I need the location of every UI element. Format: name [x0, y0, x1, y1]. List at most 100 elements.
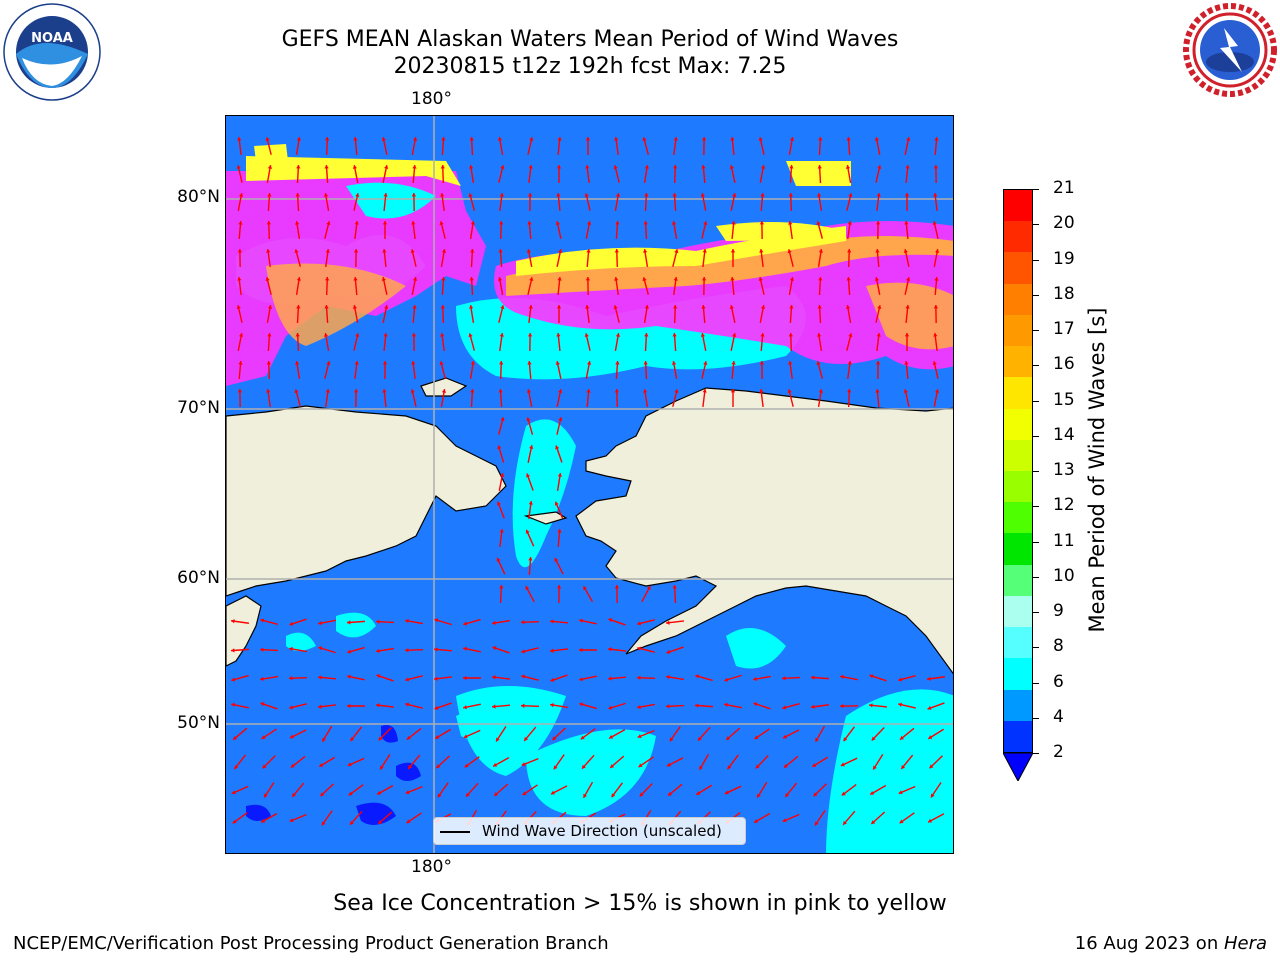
wind-wave-arrowhead	[724, 790, 729, 795]
wind-wave-arrowhead	[639, 792, 644, 797]
wind-wave-arrowhead	[500, 305, 505, 310]
wind-wave-arrowhead	[586, 221, 592, 225]
colorbar-tick-mark	[1033, 400, 1039, 402]
wind-wave-arrowhead	[614, 249, 619, 253]
wind-wave-arrowhead	[876, 333, 881, 337]
wind-wave-arrowhead	[845, 305, 851, 309]
wind-wave-arrowhead	[529, 137, 534, 142]
wind-wave-arrowhead	[847, 221, 852, 225]
wind-wave-arrowhead	[818, 249, 823, 253]
wind-wave-arrowhead	[468, 193, 473, 198]
wind-wave-arrowhead	[499, 333, 504, 337]
wind-wave-arrowhead	[841, 791, 846, 796]
wind-wave-arrowhead	[875, 389, 880, 393]
wind-wave-arrowhead	[528, 305, 533, 309]
wind-wave-direction-arrows	[230, 136, 946, 827]
wind-wave-arrowhead	[870, 790, 875, 795]
wind-wave-arrowhead	[555, 445, 560, 450]
wind-wave-arrowhead	[789, 137, 795, 141]
colorbar-tick-mark	[1033, 259, 1039, 261]
footer-date: 16 Aug 2023 on Hera	[1075, 933, 1267, 954]
colorbar-tick-label: 12	[1053, 495, 1075, 516]
colorbar-segment	[1004, 346, 1032, 378]
wind-wave-arrowhead	[615, 361, 620, 365]
wind-wave-arrowhead	[412, 137, 418, 141]
wind-wave-arrowhead	[500, 165, 505, 170]
colorbar-tick-mark	[1033, 506, 1039, 508]
wind-wave-arrowhead	[500, 417, 505, 422]
wind-wave-arrowhead	[586, 389, 591, 393]
wind-wave-arrowhead	[435, 735, 440, 739]
wind-wave-arrowhead	[666, 675, 670, 680]
wind-wave-arrowhead	[525, 586, 530, 591]
wind-wave-arrowhead	[759, 361, 765, 365]
wind-wave-arrowhead	[267, 305, 273, 309]
wind-wave-arrowhead	[294, 389, 299, 394]
wind-wave-arrowhead	[608, 647, 612, 652]
wind-wave-arrowhead	[818, 277, 823, 281]
wind-wave-arrowhead	[405, 648, 409, 653]
wind-wave-arrowhead	[295, 221, 300, 225]
wind-wave-arrowhead	[237, 389, 243, 393]
wind-wave-arrowhead	[730, 249, 736, 253]
wind-wave-arrowhead	[525, 529, 530, 534]
wind-wave-arrowhead	[642, 277, 647, 282]
wind-wave-arrowhead	[558, 389, 563, 393]
wind-wave-arrowhead	[353, 137, 358, 141]
wind-wave-arrowhead	[695, 703, 699, 708]
wind-wave-arrowhead	[760, 305, 766, 309]
legend-label: Wind Wave Direction (unscaled)	[482, 822, 722, 840]
wind-wave-arrowhead	[382, 249, 387, 253]
wind-wave-arrowhead	[521, 703, 525, 708]
wind-wave-arrowhead	[238, 193, 244, 197]
wind-wave-arrowhead	[898, 790, 903, 795]
wind-wave-arrowhead	[614, 389, 619, 393]
wind-wave-arrowhead	[904, 333, 910, 337]
wind-wave-arrowhead	[470, 389, 475, 393]
wind-wave-arrowhead	[557, 277, 562, 281]
wind-wave-arrowhead	[292, 792, 297, 797]
wind-wave-arrowhead	[261, 735, 266, 739]
wind-wave-arrowhead	[555, 221, 560, 225]
wind-wave-arrowhead	[615, 221, 620, 225]
legend-line-swatch	[440, 831, 470, 833]
wind-wave-arrowhead	[441, 249, 447, 253]
wind-wave-arrowhead	[382, 221, 388, 225]
wind-wave-arrowhead	[296, 137, 301, 141]
wind-wave-arrowhead	[521, 620, 525, 625]
wind-wave-arrowhead	[237, 249, 243, 253]
wind-wave-arrowhead	[933, 333, 938, 337]
wind-wave-arrowhead	[671, 221, 677, 225]
wind-wave-arrowhead	[355, 193, 360, 198]
wind-wave-arrowhead	[702, 249, 707, 253]
wind-wave-arrowhead	[526, 417, 531, 422]
wind-wave-arrowhead	[703, 361, 708, 366]
wind-wave-arrowhead	[383, 193, 388, 197]
wind-wave-arrowhead	[550, 703, 554, 708]
wind-wave-arrowhead	[847, 249, 852, 253]
wind-wave-arrowhead	[818, 137, 823, 141]
wind-wave-arrowhead	[348, 791, 353, 796]
wind-wave-arrowhead	[558, 417, 563, 422]
wind-wave-arrowhead	[550, 619, 554, 624]
wind-wave-arrowhead	[355, 333, 360, 338]
wind-wave-arrowhead	[319, 763, 324, 767]
wind-wave-arrowhead	[464, 763, 469, 768]
wind-wave-arrowhead	[318, 675, 322, 680]
wind-wave-arrowhead	[817, 193, 822, 197]
wind-wave-arrowhead	[874, 277, 880, 281]
wind-wave-arrowhead	[754, 735, 759, 740]
wind-wave-arrowhead	[289, 676, 293, 681]
wind-wave-arrowhead	[376, 674, 381, 679]
wind-wave-arrowhead	[614, 277, 619, 281]
wind-wave-arrowhead	[608, 618, 613, 623]
wind-wave-arrowhead	[238, 361, 243, 365]
wind-wave-arrowhead	[318, 646, 323, 651]
wind-wave-arrowhead	[441, 277, 446, 281]
wind-wave-arrowhead	[557, 473, 562, 477]
wind-wave-arrowhead	[584, 333, 589, 338]
wind-wave-arrowhead	[695, 674, 700, 679]
wind-wave-arrowhead	[266, 221, 271, 225]
wind-wave-arrowhead	[376, 703, 380, 708]
wind-wave-arrowhead	[724, 702, 728, 708]
